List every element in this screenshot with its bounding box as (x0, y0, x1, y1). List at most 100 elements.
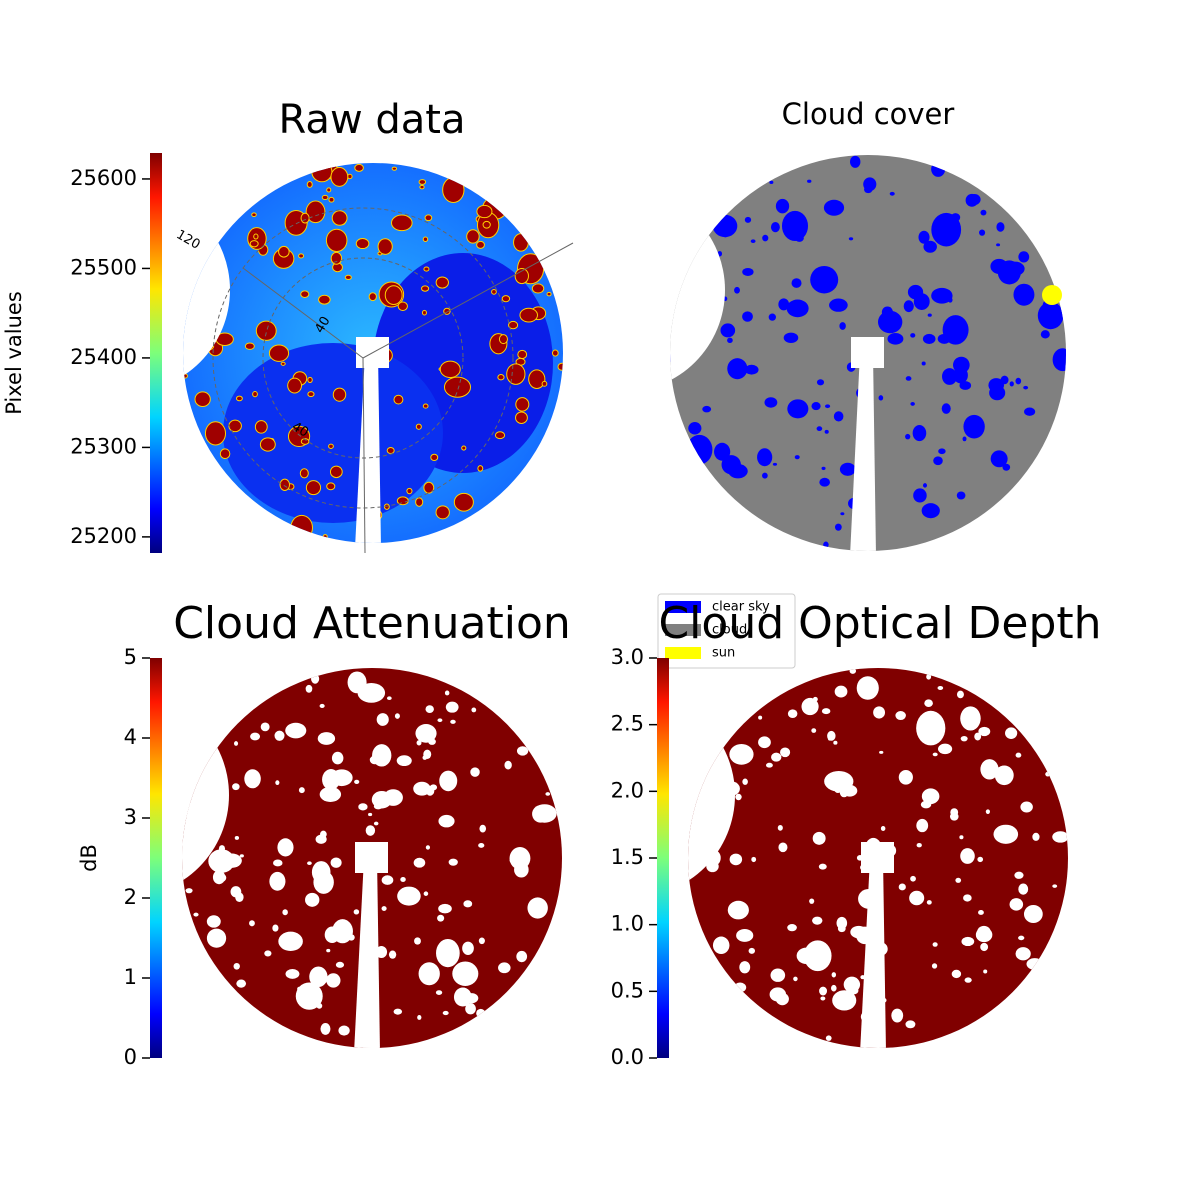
blob (974, 732, 982, 741)
blob (233, 962, 240, 970)
blob (353, 909, 360, 915)
blob (377, 238, 393, 255)
blob (963, 414, 985, 439)
blob (1040, 330, 1050, 339)
blob (903, 300, 914, 313)
blob (913, 293, 930, 310)
blob (931, 161, 946, 177)
blob (1052, 884, 1058, 888)
blob (306, 181, 313, 188)
blob (960, 706, 981, 731)
blob (338, 1025, 350, 1036)
blob (831, 984, 837, 992)
blob (545, 792, 551, 796)
blob (393, 1008, 403, 1015)
blob (354, 779, 360, 784)
blob (996, 222, 1005, 232)
blob (326, 948, 331, 953)
tick-label: 25300 (70, 434, 137, 458)
blob (834, 523, 842, 531)
blob (228, 419, 242, 433)
blob (344, 274, 352, 281)
blob (856, 676, 879, 700)
blob (274, 730, 285, 741)
blob (319, 703, 325, 709)
blob (452, 961, 479, 986)
blob (979, 229, 986, 236)
blob (305, 684, 313, 693)
blob (827, 730, 836, 741)
blob (383, 503, 390, 510)
blob (959, 381, 972, 390)
blob (461, 445, 467, 451)
blob (916, 842, 922, 848)
blob (942, 315, 969, 345)
blob (1023, 904, 1043, 924)
blob (421, 285, 430, 292)
blob (497, 374, 505, 381)
blob (204, 421, 227, 446)
blob (305, 892, 320, 907)
blob (963, 894, 972, 902)
blob (702, 405, 712, 413)
blob (435, 990, 443, 995)
blob (794, 455, 800, 460)
blob (819, 477, 830, 487)
blob (212, 870, 226, 885)
blob (422, 236, 429, 242)
blob (1005, 261, 1025, 276)
blob (763, 741, 769, 748)
blob (1052, 831, 1068, 843)
blob (989, 385, 1006, 401)
blob (962, 436, 967, 442)
blob (706, 860, 719, 873)
blob (478, 843, 485, 848)
blob (938, 448, 946, 455)
blob (742, 267, 754, 276)
blob (368, 812, 373, 817)
tick-label: 0.5 (611, 978, 644, 1002)
blob (443, 376, 472, 398)
blob (424, 214, 433, 222)
blob (843, 976, 861, 993)
blob (546, 291, 552, 297)
blob (494, 431, 506, 440)
blob (264, 950, 272, 957)
blob (193, 912, 199, 917)
blob (413, 857, 426, 868)
blob (418, 179, 427, 185)
blob (873, 706, 886, 719)
blob (923, 240, 937, 253)
blob (381, 906, 387, 911)
mask-arm (355, 353, 381, 543)
blob (980, 759, 999, 780)
blob (273, 859, 283, 867)
tick-label: 4 (124, 725, 137, 749)
blob (793, 976, 798, 982)
blob (770, 968, 786, 982)
blob (932, 752, 938, 757)
blob (268, 344, 290, 362)
blob (810, 265, 839, 294)
blob (1018, 935, 1025, 941)
blob (889, 191, 895, 196)
blob (965, 193, 979, 207)
blob (391, 166, 398, 171)
blob (912, 424, 927, 442)
blob (956, 690, 964, 699)
blob (541, 380, 548, 387)
blob (766, 762, 773, 768)
legend-label: clear sky (712, 600, 770, 615)
blob (439, 770, 458, 792)
blob (299, 468, 309, 479)
blob (721, 455, 741, 475)
blob (816, 426, 823, 432)
blob (517, 349, 528, 360)
colorbar (150, 658, 162, 1058)
blob (1009, 381, 1014, 387)
blob (840, 512, 845, 516)
mask-block (861, 842, 894, 873)
blob (185, 888, 193, 894)
blob (880, 825, 886, 831)
blob (778, 842, 788, 853)
